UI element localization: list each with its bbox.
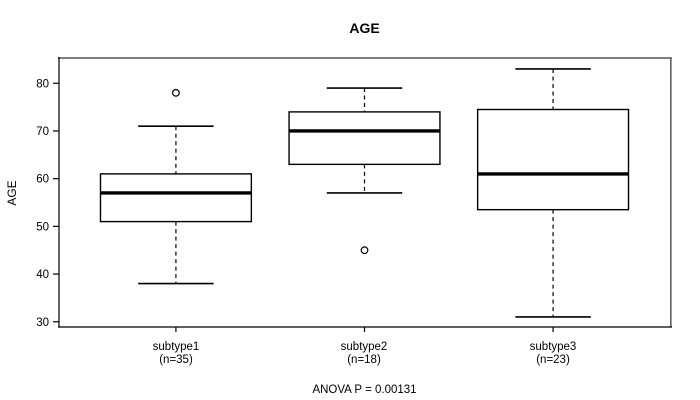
- x-label-subtype3: subtype3 (n=23): [483, 341, 623, 367]
- x-label-subtype3-name: subtype3: [529, 341, 577, 353]
- anova-note: ANOVA P = 0.00131: [312, 384, 417, 396]
- y-tick-label: 70: [36, 126, 49, 138]
- y-tick-label: 50: [36, 221, 49, 233]
- y-tick-label: 60: [36, 174, 49, 186]
- iqr-box: [288, 111, 441, 166]
- iqr-box: [99, 173, 253, 223]
- y-tick-label: 80: [36, 78, 49, 90]
- outlier-point: [360, 246, 369, 255]
- x-label-subtype2-count: (n=18): [347, 354, 381, 366]
- y-tick-label: 30: [36, 317, 49, 329]
- x-label-subtype2-name: subtype2: [340, 341, 388, 353]
- x-label-subtype2: subtype2 (n=18): [294, 341, 434, 367]
- x-label-subtype3-count: (n=23): [536, 354, 570, 366]
- chart-title: AGE: [349, 20, 380, 36]
- x-label-subtype1: subtype1 (n=35): [106, 341, 246, 367]
- x-label-subtype1-count: (n=35): [159, 354, 193, 366]
- x-label-subtype1-name: subtype1: [152, 341, 200, 353]
- outlier-point: [172, 88, 180, 97]
- iqr-box: [476, 108, 630, 211]
- y-tick-label: 40: [36, 269, 49, 281]
